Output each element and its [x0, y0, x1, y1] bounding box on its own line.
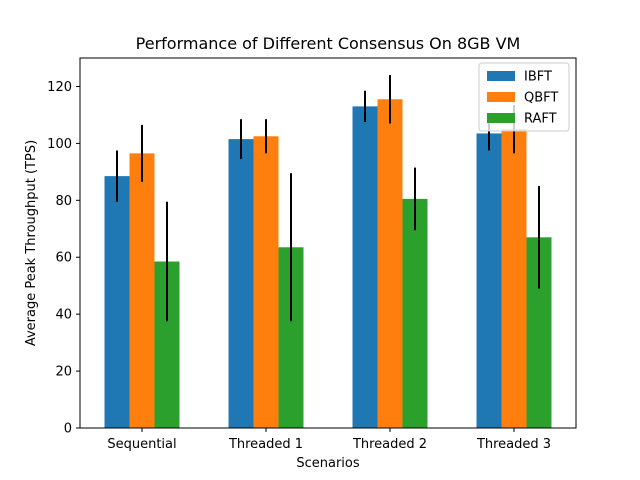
bar-raft-2 — [402, 198, 428, 428]
legend-label-ibft: IBFT — [524, 70, 552, 85]
legend-label-raft: RAFT — [524, 112, 557, 127]
y-tick-label: 100 — [47, 137, 72, 152]
y-tick-label: 0 — [64, 422, 72, 437]
legend-swatch-ibft — [487, 71, 515, 81]
plot-frame — [79, 57, 577, 429]
bar-ibft-3 — [476, 133, 502, 428]
bar-qbft-1 — [253, 136, 279, 428]
x-tick-label: Threaded 1 — [228, 437, 303, 452]
y-tick-label: 20 — [55, 365, 72, 380]
y-axis: 0 20 40 60 80 100 120 — [47, 80, 80, 437]
y-tick-label: 80 — [55, 194, 72, 209]
bar-qbft-2 — [377, 99, 403, 429]
plot-area — [104, 75, 552, 429]
y-tick-label: 120 — [47, 80, 72, 95]
chart-title: Performance of Different Consensus On 8G… — [136, 34, 521, 53]
y-axis-label: Average Peak Throughput (TPS) — [24, 140, 39, 346]
x-axis-label: Scenarios — [296, 456, 360, 471]
legend-swatch-qbft — [487, 92, 515, 102]
legend-swatch-raft — [487, 113, 515, 123]
x-axis: Sequential Threaded 1 Threaded 2 Threaded 3 — [107, 428, 551, 452]
x-tick-label: Threaded 3 — [476, 437, 551, 452]
bar-ibft-2 — [352, 106, 378, 428]
bar-ibft-0 — [104, 176, 130, 428]
bar-ibft-1 — [228, 139, 254, 428]
x-tick-label: Threaded 2 — [352, 437, 427, 452]
bar-qbft-3 — [501, 129, 527, 428]
legend-label-qbft: QBFT — [524, 91, 558, 106]
y-tick-label: 60 — [55, 251, 72, 266]
legend: IBFT QBFT RAFT — [478, 62, 570, 132]
y-tick-label: 40 — [55, 308, 72, 323]
bar-qbft-0 — [129, 153, 155, 428]
x-tick-label: Sequential — [107, 437, 176, 452]
